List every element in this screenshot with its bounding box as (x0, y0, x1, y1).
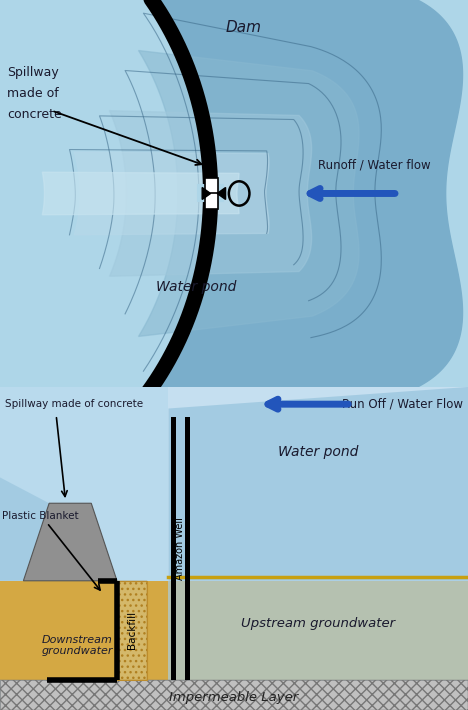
Polygon shape (23, 503, 117, 581)
Text: Upstream groundwater: Upstream groundwater (241, 618, 395, 630)
Polygon shape (0, 477, 49, 581)
Text: Dam: Dam (226, 20, 261, 35)
Polygon shape (42, 173, 239, 214)
Polygon shape (0, 387, 168, 581)
Text: Spillway
made of
concrete: Spillway made of concrete (7, 66, 62, 121)
Polygon shape (168, 387, 468, 581)
Polygon shape (112, 0, 462, 433)
Polygon shape (139, 50, 359, 337)
Text: Impermeable Layer: Impermeable Layer (169, 691, 299, 704)
Bar (185, 417, 190, 680)
Text: Run Off / Water Flow: Run Off / Water Flow (342, 398, 463, 410)
Text: Downstream
groundwater: Downstream groundwater (42, 635, 114, 656)
Text: Spillway made of concrete: Spillway made of concrete (5, 399, 143, 409)
Polygon shape (74, 152, 269, 235)
Text: Amazon Well: Amazon Well (175, 517, 185, 580)
Polygon shape (110, 111, 312, 276)
Polygon shape (202, 187, 211, 200)
Bar (0, 680, 468, 710)
Text: Plastic Blanket: Plastic Blanket (2, 511, 79, 521)
Text: Water pond: Water pond (278, 444, 358, 459)
Text: Water pond: Water pond (156, 280, 237, 295)
Bar (168, 581, 468, 680)
Bar (205, 178, 218, 209)
Text: Runoff / Water flow: Runoff / Water flow (318, 158, 431, 171)
Bar (0, 680, 468, 710)
Text: Backfill: Backfill (127, 611, 137, 650)
Polygon shape (217, 187, 226, 200)
Bar (0, 581, 468, 680)
Bar (171, 417, 176, 680)
Bar (117, 581, 147, 680)
Bar (117, 581, 147, 680)
